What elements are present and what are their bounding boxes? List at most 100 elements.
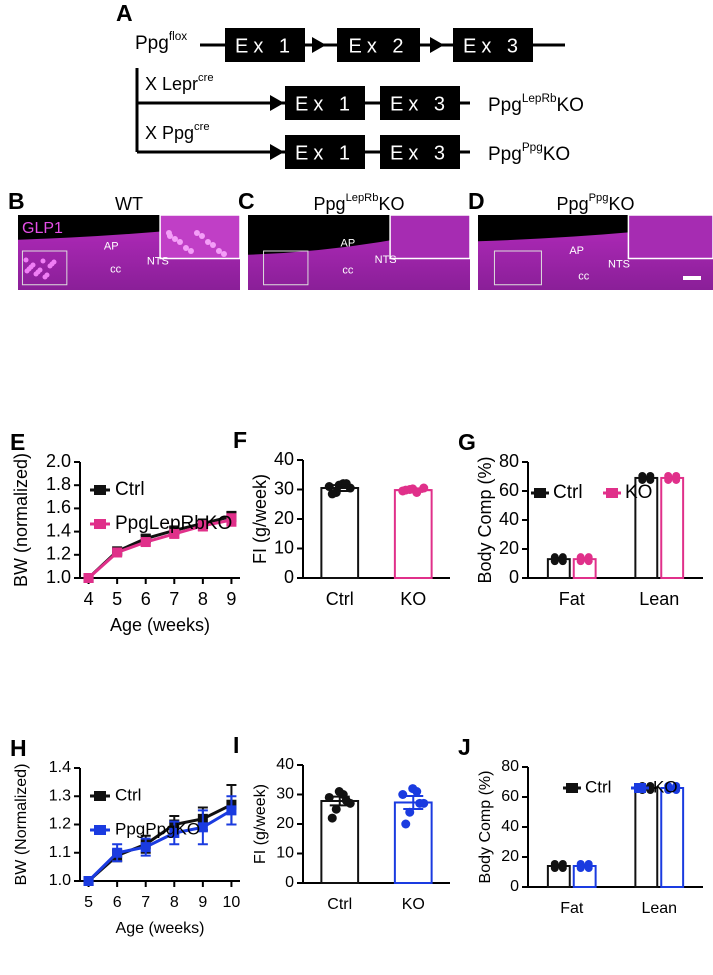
data-point [408, 784, 418, 794]
bar [320, 799, 360, 884]
y-tick-label: 1.0 [49, 872, 71, 889]
data-point-cluster [672, 475, 681, 484]
region-label: cc [110, 264, 122, 276]
point [226, 805, 237, 816]
cross-label: X Ppgcre [145, 121, 210, 143]
error-bar [321, 484, 358, 492]
cell [209, 242, 216, 248]
cell [171, 236, 178, 242]
cross-prefix: X Ppg [145, 123, 194, 143]
data-point-cluster [664, 786, 673, 794]
point [197, 520, 208, 531]
y-tick-label: 40 [501, 818, 519, 835]
data-point [401, 819, 411, 829]
data-point-cluster [558, 864, 567, 872]
data-point-cluster [638, 475, 647, 484]
data-point-cluster [646, 475, 655, 484]
y-tick-label: 20 [499, 538, 519, 558]
y-tick-label: 10 [276, 845, 294, 862]
y-axis-label: BW (Normalized) [13, 764, 30, 886]
point [169, 827, 180, 838]
exon [225, 28, 305, 62]
cell [42, 274, 48, 280]
allele-label: PpgPpgKO [488, 141, 570, 165]
panel-letter: F [233, 427, 247, 453]
legend-label: Ctrl [585, 777, 611, 796]
exon [285, 135, 365, 169]
panel-letter: I [233, 732, 239, 758]
y-tick-label: 0 [509, 567, 519, 587]
data-point-cluster [550, 864, 559, 872]
y-tick-label: 40 [276, 756, 294, 773]
allele-label-base: Ppg [488, 144, 522, 165]
cell [47, 263, 53, 269]
y-tick-label: 40 [499, 509, 519, 529]
point [140, 537, 151, 548]
x-tick-label: Fat [560, 900, 584, 917]
cell [24, 268, 30, 274]
cell [187, 248, 194, 254]
y-tick-label: 1.3 [49, 787, 71, 804]
allele-label-base: Ppg [135, 33, 169, 54]
panel-letter: E [10, 429, 25, 455]
loxp [430, 37, 444, 53]
legend-label: Ctrl [115, 785, 141, 804]
x-tick-label: Ctrl [327, 896, 352, 913]
x-tick-label: KO [402, 896, 425, 913]
y-tick-label: 1.0 [46, 567, 71, 587]
x-tick-label: 4 [84, 589, 94, 609]
x-axis-label: Age (weeks) [116, 920, 205, 937]
cross-label: X Leprcre [145, 72, 214, 94]
legend-label: KO [653, 777, 678, 796]
allele-label-suffix: KO [556, 95, 583, 116]
bar [660, 787, 685, 888]
y-tick-label: 1.2 [46, 544, 71, 564]
panel-title: PpgLepRbKO [314, 192, 405, 214]
y-tick-label: 0 [285, 874, 294, 891]
exon-label: Ex 1 [295, 93, 355, 115]
y-tick-label: 20 [501, 848, 519, 865]
roi [493, 250, 542, 286]
data-point [398, 790, 408, 799]
x-tick-label: Lean [639, 589, 679, 609]
legend-label: Ctrl [115, 479, 145, 500]
point [83, 876, 94, 886]
y-tick-label: 1.4 [46, 520, 71, 540]
allele-label-base: Ppg [488, 95, 522, 116]
loxp [270, 95, 284, 111]
data-point-cluster [550, 557, 559, 566]
x-tick-label: 8 [170, 894, 179, 911]
exon [380, 135, 460, 169]
cross-sup: cre [198, 72, 214, 84]
region-label: AP [104, 240, 119, 252]
panel-title-sup: LepRb [346, 192, 379, 204]
region-label: NTS [375, 254, 397, 266]
cover [470, 95, 565, 111]
x-tick-label: Lean [641, 900, 677, 917]
data-point-cluster [672, 786, 681, 794]
allele-label-sup: flox [169, 30, 187, 43]
region-label: AP [341, 237, 356, 249]
y-tick-label: 0 [510, 878, 519, 895]
y-tick-label: 30 [274, 478, 294, 498]
exon-label: Ex 1 [235, 35, 295, 57]
error-bar [395, 487, 432, 493]
point [169, 528, 180, 539]
panel-title-base: WT [115, 194, 143, 214]
cross-sup: cre [194, 121, 210, 133]
x-tick-label: 6 [141, 589, 151, 609]
bar [393, 801, 433, 885]
panel-letter: C [238, 188, 255, 214]
cell [23, 257, 29, 263]
inset [389, 214, 471, 260]
x-tick-label: 9 [198, 894, 207, 911]
panel-letter: B [8, 188, 25, 214]
x-axis-label: Age (weeks) [110, 615, 210, 635]
cross-prefix: X Lepr [145, 74, 198, 94]
y-tick-label: 60 [499, 480, 519, 500]
loxp [270, 144, 284, 160]
cell [40, 258, 46, 264]
region-label: NTS [608, 258, 630, 270]
y-tick-label: 40 [274, 449, 294, 469]
legend-label: KO [625, 482, 652, 503]
